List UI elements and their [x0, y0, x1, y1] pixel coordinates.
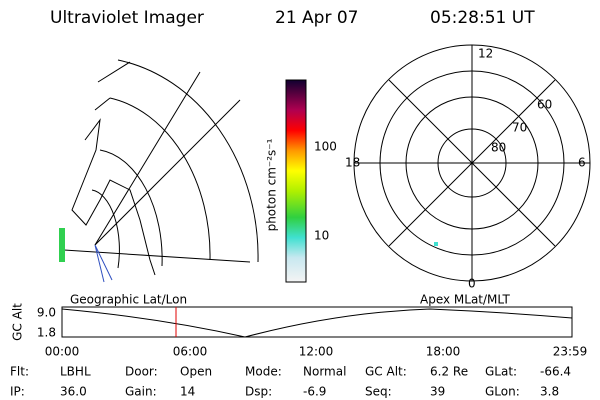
time: 05:28:51 UT [430, 8, 535, 28]
status-label: Seq: [365, 385, 392, 399]
panel-title: Apex MLat/MLT [420, 293, 510, 307]
aurora-dot [434, 242, 438, 246]
colorbar [285, 79, 307, 283]
status-value: LBHL [60, 365, 91, 379]
x-tick-label: 06:00 [173, 345, 208, 359]
status-label: Dsp: [245, 385, 272, 399]
title: Ultraviolet Imager [50, 8, 204, 28]
status: Flt: LBHL Door: Open Mode: Normal GC Alt: 6.2 R… [10, 365, 571, 399]
status-label: Gain: [125, 385, 157, 399]
status-value: Open [180, 365, 212, 379]
status-label: Door: [125, 365, 158, 379]
polar-grid [353, 44, 591, 282]
mlt-label: 0 [468, 277, 476, 291]
status-value: 3.8 [540, 385, 559, 399]
status-value: 6.2 Re [430, 365, 468, 379]
colorbar-tick: 10 [314, 229, 329, 243]
colorbar-label: photon cm⁻²s⁻¹ [265, 138, 279, 231]
mlat-label: 80 [491, 141, 506, 155]
status-value: 39 [430, 385, 445, 399]
x-tick-label: 18:00 [426, 345, 461, 359]
status-label: Mode: [245, 365, 282, 379]
y-label: GC Alt [11, 303, 25, 341]
mlat-label: 70 [512, 121, 527, 135]
timeline-frame [61, 306, 573, 338]
x-tick-label: 23:59 [553, 345, 588, 359]
date: 21 Apr 07 [275, 8, 358, 28]
status-value: -6.9 [303, 385, 326, 399]
mlt-label: 6 [578, 156, 586, 170]
geo-map [63, 59, 259, 283]
aurora-patch [59, 228, 65, 262]
x-tick-label: 00:00 [45, 345, 80, 359]
status-value: Normal [303, 365, 346, 379]
status-label: GLat: [485, 365, 517, 379]
status-value: 36.0 [60, 385, 87, 399]
panel-title: Geographic Lat/Lon [70, 293, 187, 307]
colorbar-tick: 100 [314, 140, 337, 154]
y-tick-label: 1.8 [37, 326, 56, 340]
x-tick-label: 12:00 [299, 345, 334, 359]
y-tick-label: 9.0 [37, 306, 56, 320]
mlat-label: 60 [537, 98, 552, 112]
status-value: 14 [180, 385, 195, 399]
mlt-label: 12 [478, 47, 493, 61]
status-label: GC Alt: [365, 365, 407, 379]
altitude-curve [61, 308, 573, 338]
status-label: Flt: [10, 365, 29, 379]
status-label: GLon: [485, 385, 520, 399]
status-value: -66.4 [540, 365, 571, 379]
mlt-label: 18 [345, 156, 360, 170]
status-label: IP: [10, 385, 25, 399]
